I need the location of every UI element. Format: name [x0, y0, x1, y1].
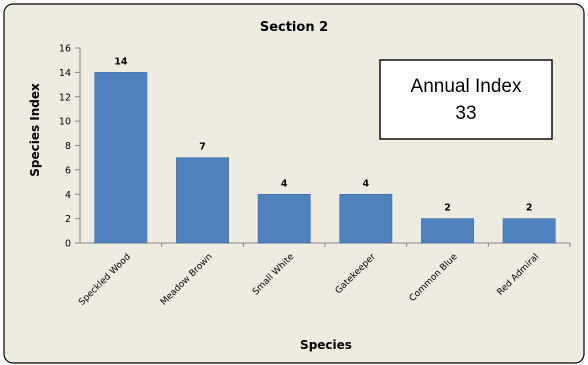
annual-index-box: Annual Index 33 [379, 59, 553, 140]
bar [339, 193, 393, 244]
data-label: 4 [281, 178, 288, 189]
y-tick-label: 4 [65, 190, 71, 201]
bar [502, 218, 556, 244]
data-label: 4 [363, 178, 370, 189]
y-tick-label: 12 [59, 92, 71, 103]
y-tick-label: 2 [65, 214, 71, 225]
data-label: 2 [526, 203, 533, 214]
bar [94, 72, 148, 244]
y-tick-label: 16 [59, 44, 71, 55]
axes: 0 2 4 6 8 10 12 14 16 [59, 44, 571, 250]
bar [176, 157, 229, 244]
y-tick-label: 8 [65, 141, 71, 152]
chart-title: Section 2 [260, 20, 328, 35]
data-label: 14 [114, 56, 128, 67]
y-tick-label: 14 [59, 68, 71, 79]
y-tick-label: 6 [65, 165, 71, 176]
data-label: 2 [444, 203, 451, 214]
x-axis-title: Species [300, 338, 352, 352]
annual-index-label: Annual Index [411, 76, 522, 97]
bar [421, 218, 474, 244]
y-tick-label: 10 [59, 117, 71, 128]
y-axis-title: Species Index [28, 83, 42, 177]
data-label: 7 [199, 142, 206, 153]
annual-index-frame [379, 59, 553, 140]
annual-index-value: 33 [455, 103, 476, 124]
y-tick-label: 0 [65, 239, 71, 250]
bars [94, 72, 556, 244]
chart-frame [3, 3, 585, 364]
y-axis-title-group: Species Index [28, 83, 42, 177]
bar [257, 193, 311, 244]
